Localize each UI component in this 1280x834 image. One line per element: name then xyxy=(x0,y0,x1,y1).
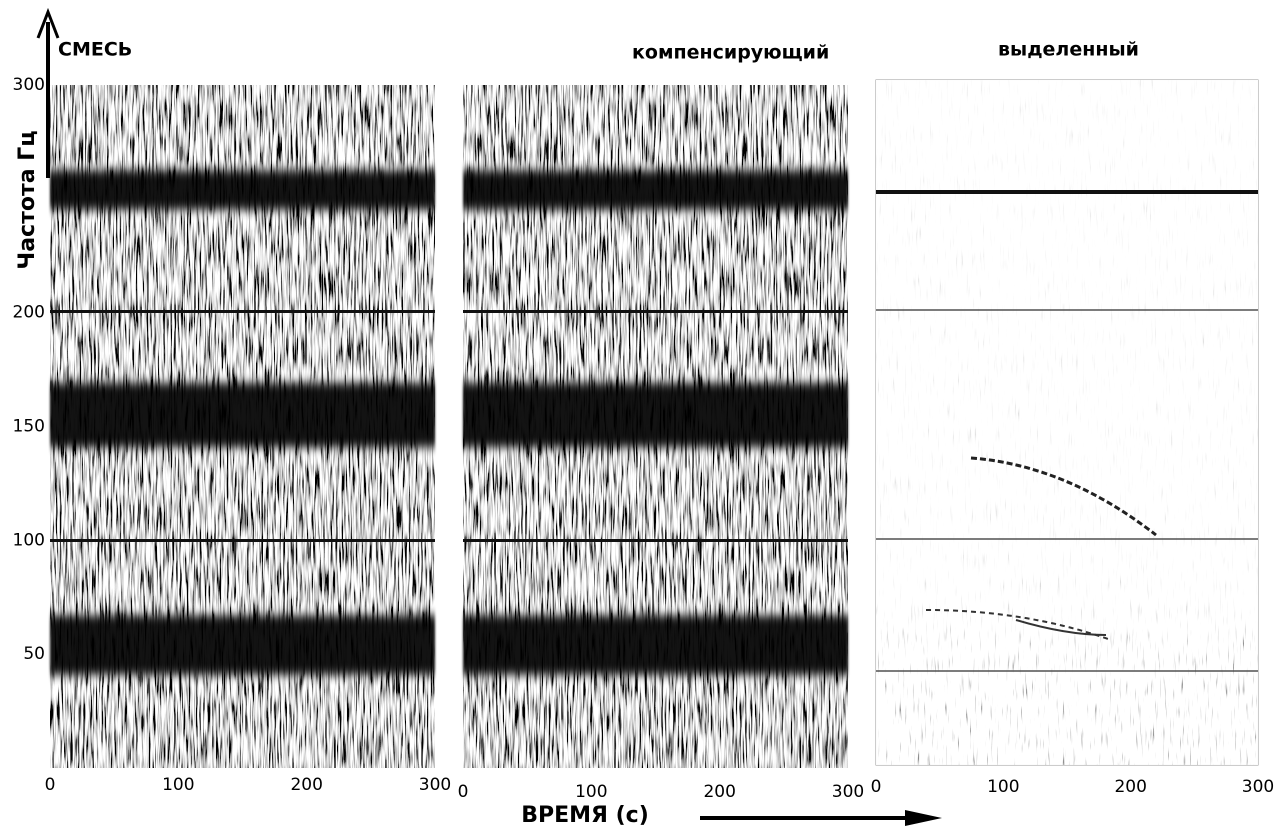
panel-title: компенсирующий xyxy=(632,42,829,64)
panel-title: СМЕСЬ xyxy=(58,39,132,61)
x-tick-label: 300 xyxy=(1242,777,1274,797)
y-tick-label: 100 xyxy=(13,530,45,550)
x-tick-label: 200 xyxy=(290,775,322,795)
y-tick-label: 150 xyxy=(13,417,45,437)
fade xyxy=(876,80,1258,765)
tone-line xyxy=(50,310,435,313)
x-tick-label: 200 xyxy=(1114,777,1146,797)
band xyxy=(463,170,848,210)
x-tick-label: 0 xyxy=(458,782,469,802)
x-tick-label: 200 xyxy=(703,782,735,802)
x-tick-label: 300 xyxy=(419,775,451,795)
y-tick-label: 50 xyxy=(23,644,45,664)
band xyxy=(50,615,435,675)
band xyxy=(50,383,435,448)
x-axis-label: ВРЕМЯ (с) xyxy=(521,803,649,828)
y-axis-label: Частота Гц xyxy=(15,130,40,269)
spectrogram xyxy=(50,85,435,768)
band xyxy=(463,615,848,675)
x-tick-label: 300 xyxy=(832,782,864,802)
tone-line xyxy=(876,309,1258,311)
y-tick-label: 200 xyxy=(13,303,45,323)
tone-line xyxy=(876,190,1258,194)
x-tick-label: 100 xyxy=(987,777,1019,797)
panels: СМЕСЬ 0 100 200 300 50 100 150 200 300 компенсирую… xyxy=(13,39,1275,803)
tone-line xyxy=(876,538,1258,540)
tone-line xyxy=(463,310,848,313)
band xyxy=(50,170,435,210)
spectrogram xyxy=(876,80,1258,765)
x-tick-label: 100 xyxy=(162,775,194,795)
panel-title: выделенный xyxy=(998,39,1139,61)
spectrogram xyxy=(463,85,848,768)
figure: СМЕСЬ 0 100 200 300 50 100 150 200 300 компенсирую… xyxy=(0,0,1280,830)
x-tick-label: 0 xyxy=(45,775,56,795)
tone-line xyxy=(50,539,435,542)
x-tick-label: 100 xyxy=(575,782,607,802)
y-tick-label: 300 xyxy=(13,75,45,95)
x-arrow-head xyxy=(905,810,942,826)
band xyxy=(463,383,848,448)
x-tick-label: 0 xyxy=(871,777,882,797)
tone-line xyxy=(876,670,1258,672)
tone-line xyxy=(463,539,848,542)
